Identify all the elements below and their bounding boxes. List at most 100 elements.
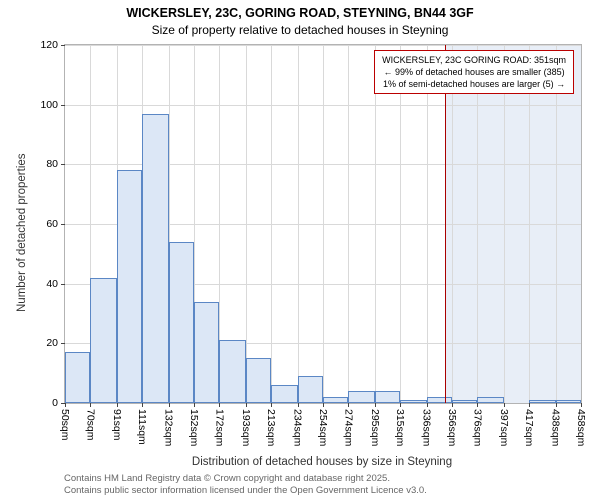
x-gridline — [503, 45, 505, 403]
histogram-bar — [116, 170, 143, 403]
histogram-bar — [194, 301, 220, 403]
x-tick-mark — [477, 403, 479, 407]
histogram-bar — [555, 400, 581, 403]
histogram-bar — [297, 376, 323, 403]
x-tick-mark — [90, 403, 92, 407]
x-tick-mark — [194, 403, 195, 407]
y-axis-label: Number of detached properties — [16, 153, 28, 312]
x-tick-label: 376sqm — [471, 409, 484, 447]
x-gridline — [245, 45, 247, 403]
histogram-bar — [374, 391, 401, 403]
histogram-bar — [271, 385, 298, 403]
histogram-bar — [323, 397, 349, 403]
marker-line — [444, 45, 447, 403]
y-tick-mark — [61, 164, 65, 166]
y-tick-label: 40 — [46, 277, 58, 290]
x-gridline — [348, 45, 350, 403]
x-tick-label: 70sqm — [84, 409, 97, 441]
x-gridline — [168, 45, 170, 403]
x-tick-label: 111sqm — [136, 409, 149, 445]
x-tick-mark — [245, 403, 247, 407]
x-tick-mark — [65, 403, 66, 407]
histogram-bar — [168, 241, 194, 403]
annotation-line-3: 1% of semi-detached houses are larger (5… — [383, 79, 566, 90]
x-tick-mark — [116, 403, 118, 407]
footer-line-2: Contains public sector information licen… — [64, 484, 427, 496]
histogram-bar — [142, 113, 169, 403]
y-tick-mark — [61, 343, 65, 345]
x-gridline — [477, 45, 479, 403]
histogram-bar — [90, 277, 117, 403]
x-tick-label: 172sqm — [213, 409, 226, 447]
chart-title: WICKERSLEY, 23C, GORING ROAD, STEYNING, … — [126, 6, 474, 20]
chart-subtitle: Size of property relative to detached ho… — [151, 23, 449, 37]
x-gridline — [297, 45, 299, 403]
annotation-line-2: ← 99% of detached houses are smaller (38… — [383, 67, 565, 78]
x-tick-mark — [452, 403, 453, 407]
x-gridline — [90, 45, 92, 403]
x-gridline — [529, 45, 531, 403]
x-tick-label: 91sqm — [110, 409, 123, 441]
x-tick-mark — [323, 403, 324, 407]
y-tick-label: 80 — [46, 158, 58, 171]
x-tick-label: 315sqm — [394, 409, 407, 447]
x-tick-mark — [374, 403, 376, 407]
histogram-bar — [65, 352, 91, 403]
y-tick-label: 100 — [40, 98, 58, 111]
annotation-box: WICKERSLEY, 23C GORING ROAD: 351sqm ← 99… — [374, 50, 574, 95]
histogram-bar — [400, 400, 427, 403]
y-tick-mark — [61, 403, 65, 404]
x-gridline — [323, 45, 324, 403]
x-tick-mark — [271, 403, 273, 407]
x-gridline — [219, 45, 221, 403]
y-tick-mark — [61, 104, 65, 106]
y-tick-mark — [61, 45, 65, 46]
footer-line-1: Contains HM Land Registry data © Crown c… — [64, 473, 390, 484]
x-tick-label: 132sqm — [162, 409, 175, 447]
y-tick-mark — [61, 224, 65, 225]
x-tick-label: 193sqm — [239, 409, 252, 447]
y-tick-mark — [61, 283, 65, 285]
histogram-bar — [426, 397, 452, 403]
x-gridline — [426, 45, 428, 403]
x-tick-mark — [503, 403, 505, 407]
x-tick-mark — [219, 403, 221, 407]
x-tick-label: 234sqm — [291, 409, 304, 447]
x-gridline — [400, 45, 402, 403]
x-tick-mark — [168, 403, 170, 407]
x-gridline — [271, 45, 273, 403]
x-gridline — [452, 45, 453, 403]
x-tick-label: 50sqm — [59, 409, 71, 441]
histogram-bar — [452, 400, 478, 403]
x-axis-label: Distribution of detached houses by size … — [191, 456, 453, 468]
x-tick-mark — [297, 403, 299, 407]
y-tick-label: 0 — [52, 397, 58, 409]
x-tick-label: 254sqm — [317, 409, 329, 447]
x-tick-label: 295sqm — [368, 409, 381, 447]
annotation-line-1: WICKERSLEY, 23C GORING ROAD: 351sqm — [382, 55, 566, 65]
histogram-bar — [245, 358, 272, 403]
x-gridline — [194, 45, 195, 403]
x-tick-mark — [555, 403, 557, 407]
footer: Contains HM Land Registry data © Crown c… — [64, 473, 427, 497]
x-tick-label: 438sqm — [549, 409, 562, 447]
x-tick-label: 458sqm — [575, 409, 587, 447]
x-gridline — [555, 45, 557, 403]
histogram-bar — [477, 397, 504, 403]
y-tick-label: 60 — [46, 218, 58, 230]
x-tick-label: 356sqm — [446, 409, 458, 447]
x-tick-mark — [348, 403, 350, 407]
x-tick-label: 417sqm — [523, 409, 536, 447]
x-tick-label: 152sqm — [188, 409, 200, 447]
y-tick-label: 120 — [40, 39, 58, 51]
histogram-bar — [348, 391, 375, 403]
x-tick-mark — [142, 403, 144, 407]
y-tick-label: 20 — [46, 337, 58, 350]
x-gridline — [374, 45, 376, 403]
histogram-bar — [219, 340, 246, 403]
x-tick-label: 397sqm — [497, 409, 510, 447]
x-tick-mark — [581, 403, 582, 407]
plot-area: 0 20 40 60 80 100 120 50sqm 70sqm 91sqm 111sqm 132s… — [40, 39, 587, 446]
x-tick-mark — [400, 403, 402, 407]
